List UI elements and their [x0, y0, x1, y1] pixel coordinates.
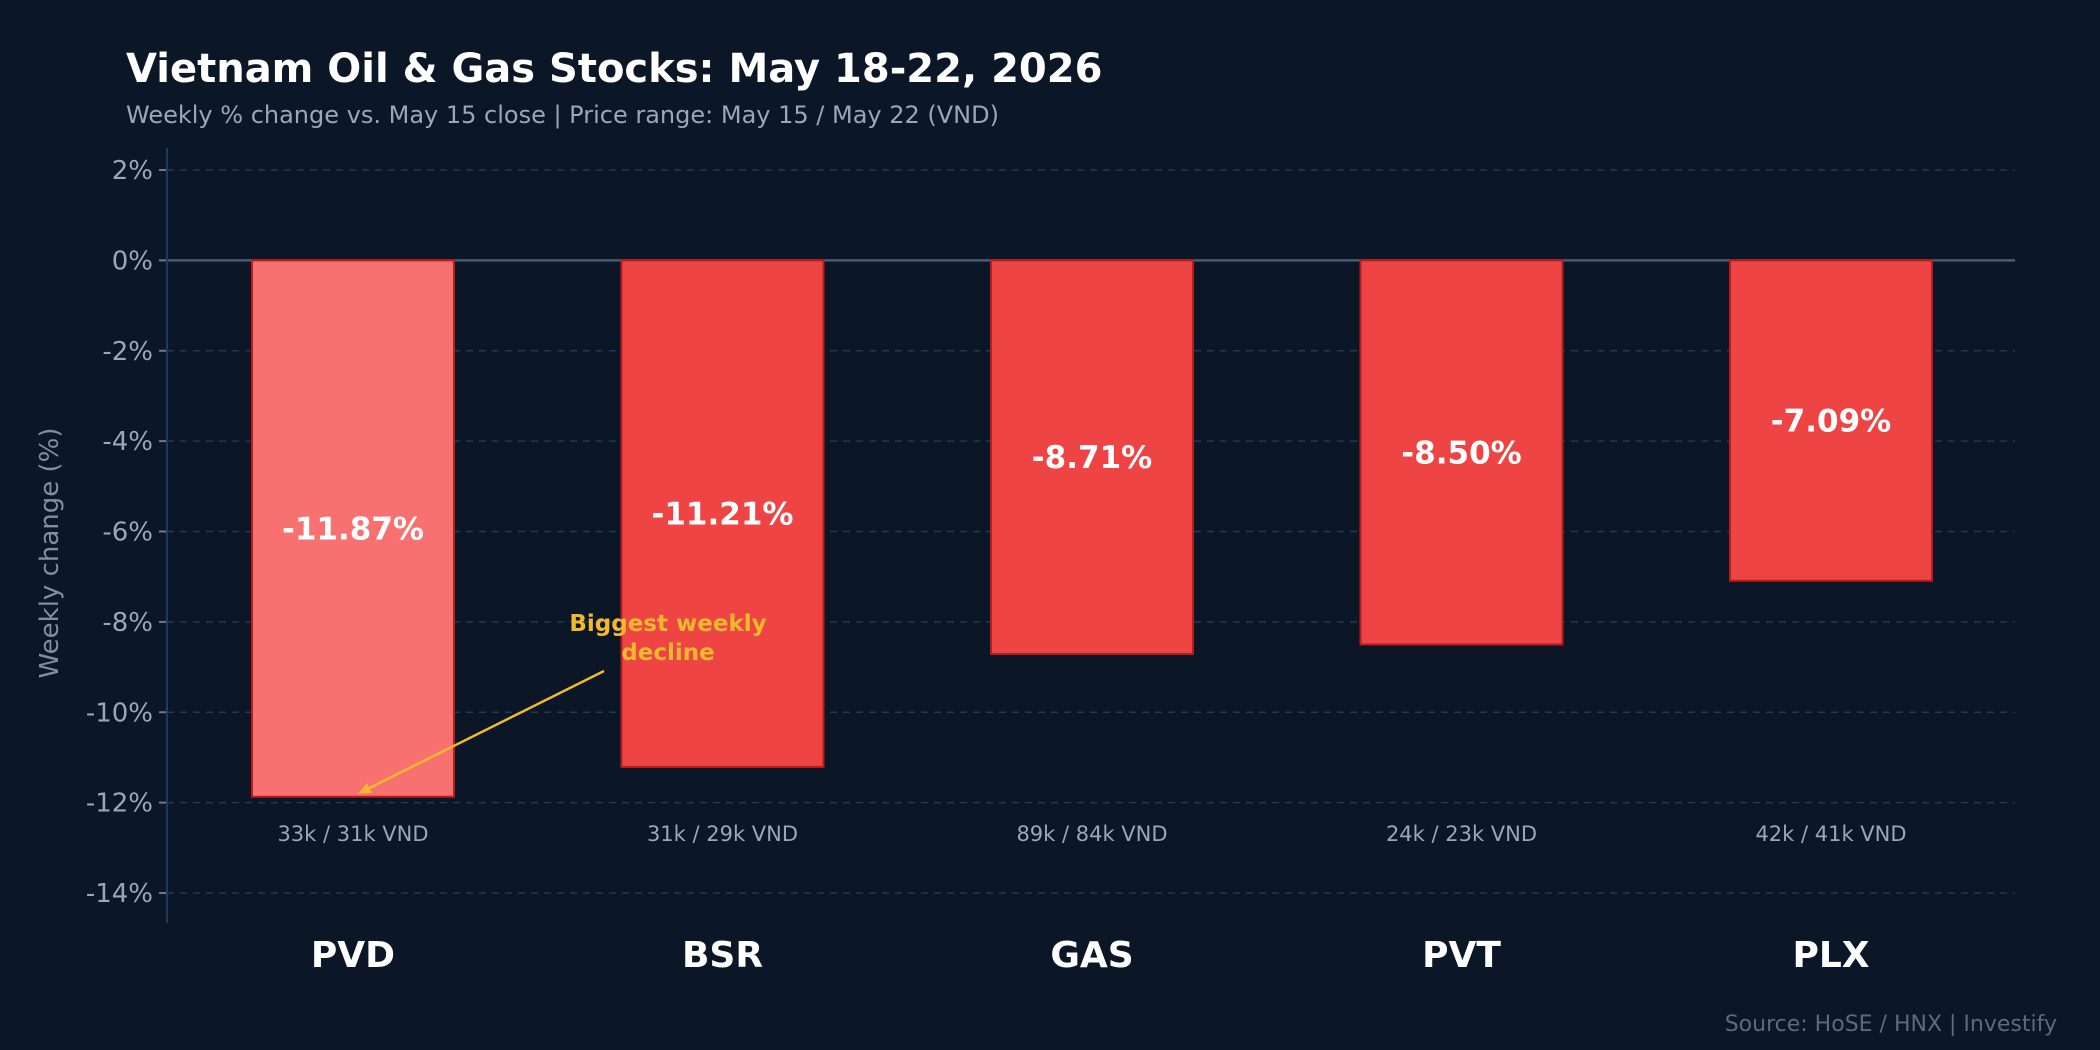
bar-bsr	[620, 259, 825, 768]
y-tick-label: -2%	[102, 337, 153, 367]
bar-value-label: -11.87%	[282, 512, 424, 548]
bar-gas	[990, 259, 1194, 655]
y-axis-label: Weekly change (%)	[35, 427, 65, 678]
x-tick-label: PVT	[1422, 935, 1501, 976]
y-tick-label: -12%	[86, 789, 153, 819]
bar-value-label: -8.71%	[1032, 440, 1152, 476]
bar-value-label: -8.50%	[1401, 435, 1521, 471]
bar-plx	[1729, 259, 1933, 582]
bar-value-label: -7.09%	[1771, 404, 1891, 440]
y-tick-label: 0%	[112, 246, 153, 276]
x-tick-label: GAS	[1050, 935, 1133, 976]
price-range-label: 31k / 29k VND	[647, 822, 798, 846]
annotation-text: decline	[621, 640, 714, 666]
source-note: Source: HoSE / HNX | Investify	[1725, 1012, 2057, 1037]
price-range-label: 42k / 41k VND	[1755, 822, 1906, 846]
annotation-arrow-head	[358, 783, 372, 794]
y-tick-label: -6%	[102, 518, 153, 548]
x-tick-label: PVD	[311, 935, 395, 976]
price-range-label: 89k / 84k VND	[1016, 822, 1167, 846]
bar-value-label: -11.21%	[652, 497, 794, 533]
x-tick-label: PLX	[1792, 935, 1869, 976]
y-tick-label: -10%	[86, 698, 153, 728]
annotation-text: Biggest weekly	[569, 611, 766, 637]
price-range-label: 24k / 23k VND	[1386, 822, 1537, 846]
bars: -11.87% 33k / 31k VND PVD -11.21% 31k / 29k …	[251, 259, 1933, 976]
x-tick-label: BSR	[682, 935, 763, 976]
price-range-label: 33k / 31k VND	[277, 822, 428, 846]
bar-pvd	[251, 259, 455, 798]
y-tick-label: 2%	[112, 156, 153, 186]
y-tick-label: -8%	[102, 608, 153, 638]
y-tick-label: -4%	[102, 427, 153, 457]
annotation: Biggest weekly decline	[358, 611, 767, 794]
y-tick-label: -14%	[86, 879, 153, 909]
annotation-arrow-line	[363, 669, 605, 792]
chart-title: Vietnam Oil & Gas Stocks: May 18-22, 202…	[126, 46, 1102, 92]
chart-subtitle: Weekly % change vs. May 15 close | Price…	[126, 101, 999, 129]
bar-pvt	[1359, 259, 1564, 646]
